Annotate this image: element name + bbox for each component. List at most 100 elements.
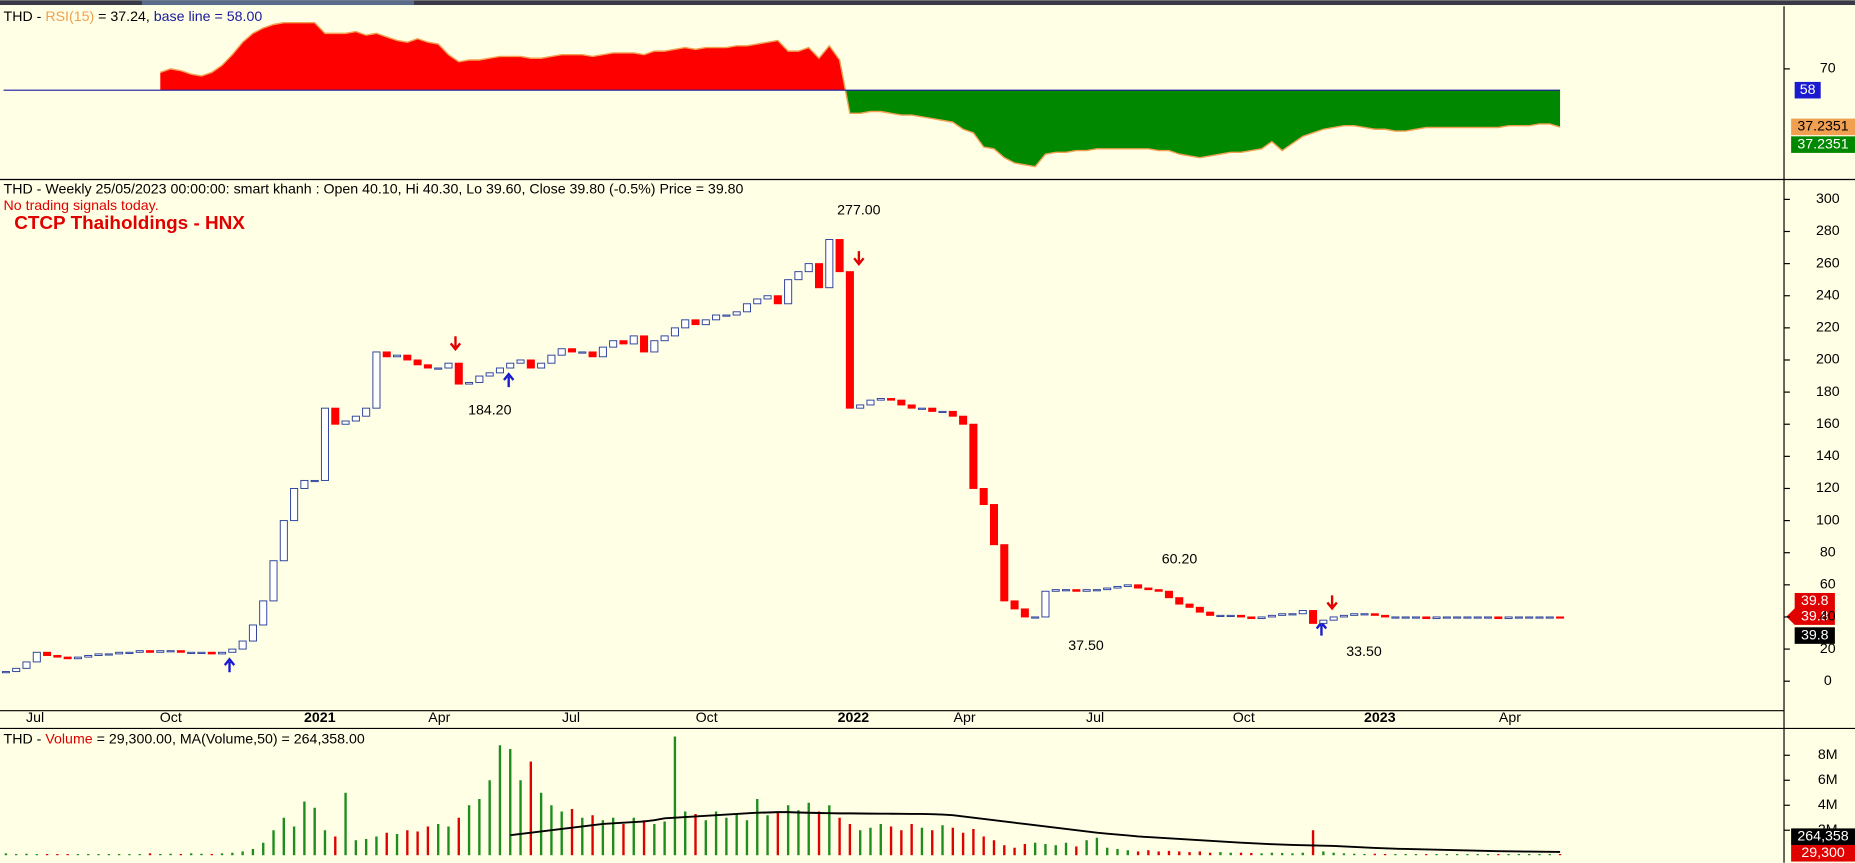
- candle: [609, 340, 618, 348]
- candle: [1401, 616, 1410, 619]
- volume-bar: [375, 836, 378, 856]
- label-box: [1794, 627, 1835, 644]
- volume-bar: [776, 811, 780, 856]
- volume-bar: [653, 823, 656, 856]
- candle: [1514, 616, 1523, 619]
- candle: [1206, 611, 1215, 616]
- volume-bar: [1033, 842, 1037, 856]
- candle: [979, 487, 988, 506]
- buy-arrow: [503, 372, 515, 388]
- candle: [176, 650, 185, 653]
- candle: [372, 351, 381, 409]
- volume-bar: [1332, 852, 1335, 856]
- candle: [1319, 619, 1328, 624]
- y-tick-label: 240: [1816, 287, 1840, 303]
- tab: [141, 0, 415, 6]
- y-tick-label: 8M: [1818, 747, 1838, 763]
- volume-bar: [498, 745, 502, 856]
- candle: [1082, 589, 1091, 592]
- candle: [1298, 610, 1307, 615]
- volume-title: THD - Volume = 29,300.00, MA(Volume,50) …: [4, 731, 365, 747]
- y-tick-label: 20: [1820, 641, 1836, 657]
- candle: [166, 650, 175, 653]
- volume-bar: [1322, 851, 1325, 856]
- volume-bar: [97, 854, 100, 856]
- volume-bar: [1383, 853, 1387, 856]
- volume-bar: [344, 792, 347, 856]
- volume-bar: [189, 853, 193, 856]
- candle: [681, 319, 690, 329]
- candle: [887, 398, 896, 401]
- volume-bar: [961, 832, 965, 856]
- sell-arrow: [853, 251, 865, 266]
- candle: [32, 651, 41, 663]
- candle: [959, 415, 968, 425]
- candle: [1134, 584, 1143, 589]
- candle: [84, 655, 93, 658]
- volume-bar: [15, 854, 18, 856]
- candle: [475, 375, 484, 383]
- candle: [866, 399, 875, 406]
- x-tick-label: Apr: [428, 710, 450, 726]
- candle: [1041, 590, 1050, 618]
- volume-bar: [1075, 846, 1078, 856]
- volume-bar: [509, 749, 512, 856]
- volume-bar: [838, 817, 841, 856]
- candle: [1164, 590, 1173, 599]
- volume-bar: [889, 826, 893, 856]
- label-box: [1791, 136, 1855, 153]
- candle: [1288, 613, 1297, 616]
- title-part: = 37.24,: [94, 9, 154, 25]
- candle: [712, 314, 721, 321]
- volume-bar: [673, 736, 677, 856]
- candle: [588, 351, 597, 358]
- y-tick-label: 280: [1816, 223, 1840, 239]
- candle: [526, 359, 535, 369]
- x-axis: Jul Oct 2021 Apr Jul Oct 2022 Apr Jul Oc…: [26, 710, 1521, 726]
- candle: [650, 340, 659, 353]
- volume-bar: [220, 853, 224, 856]
- candle: [825, 239, 834, 289]
- candle: [94, 653, 103, 656]
- volume-bar: [406, 830, 409, 856]
- candle: [897, 399, 906, 406]
- candle: [43, 651, 52, 656]
- volume-bar: [828, 805, 831, 856]
- candle: [310, 479, 319, 483]
- candle: [1236, 614, 1246, 618]
- volume-bar: [1404, 853, 1407, 856]
- y-tick-label: 160: [1816, 416, 1840, 432]
- volume-bar: [437, 823, 440, 856]
- candle: [403, 354, 412, 361]
- x-tick-label: 2022: [838, 710, 870, 726]
- candle: [63, 656, 72, 660]
- y-tick-label: 300: [1816, 191, 1840, 207]
- candle: [1010, 600, 1019, 610]
- candle: [1422, 616, 1431, 620]
- candle: [73, 656, 82, 660]
- volume-bar: [1147, 850, 1150, 856]
- volume-bar: [1229, 852, 1232, 856]
- tab-strip: [0, 0, 1855, 6]
- candle: [145, 650, 155, 653]
- volume-bar: [1095, 837, 1099, 856]
- candle: [619, 340, 628, 345]
- volume-bar: [148, 853, 152, 856]
- volume-bar: [210, 853, 213, 856]
- candle: [1247, 616, 1256, 620]
- candle: [660, 335, 669, 342]
- volume-bar: [1435, 854, 1438, 856]
- candle: [1257, 616, 1266, 620]
- y-tick-label: 140: [1816, 448, 1840, 464]
- volume-bar: [704, 820, 707, 856]
- candle: [1092, 589, 1101, 592]
- price-label: 39.8: [1801, 608, 1829, 624]
- candle: [804, 263, 813, 273]
- volume-bar: [354, 840, 358, 856]
- y-tick-label: 80: [1820, 544, 1836, 560]
- x-tick-label: Jul: [562, 710, 580, 726]
- label-box: [1791, 828, 1855, 845]
- candle: [1504, 616, 1513, 620]
- volume-bar: [272, 830, 275, 856]
- volume-bar: [1085, 840, 1088, 856]
